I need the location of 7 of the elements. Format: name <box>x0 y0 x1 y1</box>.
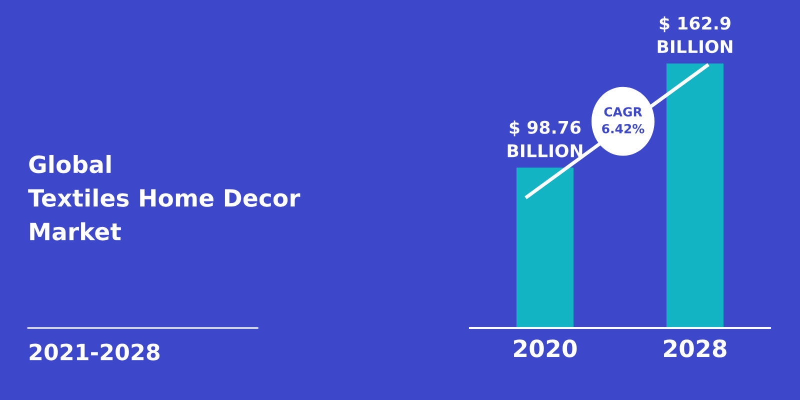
x-tick-label: 2020 <box>514 340 577 358</box>
data-label: $ 98.76 BILLION <box>508 120 582 158</box>
annotation: CAGR 6.42% <box>602 107 644 134</box>
data-label: $ 162.9 BILLION <box>658 16 732 54</box>
x-tick-label: 2028 <box>664 340 726 358</box>
text: Global Textiles Home Decor Market <box>28 154 300 240</box>
text: 2021-2028 <box>30 344 160 360</box>
